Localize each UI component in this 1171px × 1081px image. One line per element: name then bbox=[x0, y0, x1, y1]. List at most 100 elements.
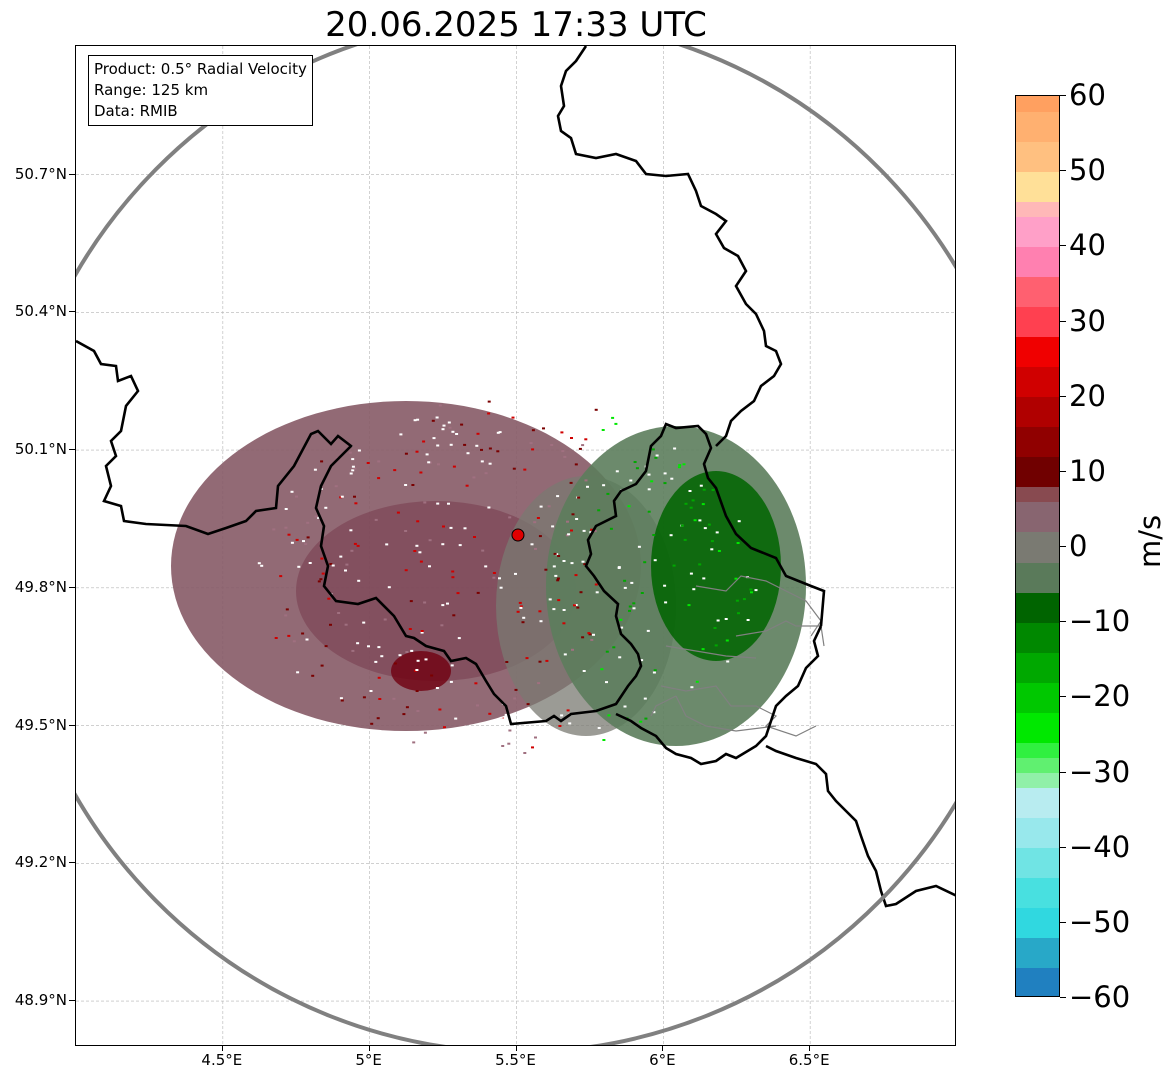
range-label: Range: 125 km bbox=[94, 81, 209, 99]
echo-speckle bbox=[329, 623, 332, 626]
colorbar-segment bbox=[1016, 96, 1059, 112]
echo-speckle bbox=[617, 567, 621, 569]
echo-speckle bbox=[329, 563, 333, 565]
echo-speckle bbox=[644, 717, 648, 720]
echo-speckle bbox=[570, 437, 573, 439]
echo-speckle bbox=[415, 669, 419, 671]
echo-speckle bbox=[351, 649, 355, 652]
echo-speckle bbox=[693, 519, 697, 522]
echo-speckle bbox=[560, 431, 564, 434]
echo-speckle bbox=[586, 485, 589, 488]
colorbar-segment bbox=[1016, 306, 1059, 338]
echo-speckle bbox=[561, 450, 565, 453]
colorbar-tick-label: 10 bbox=[1069, 453, 1106, 488]
echo-speckle bbox=[392, 697, 396, 700]
echo-speckle bbox=[652, 671, 656, 674]
echo-speckle bbox=[582, 670, 586, 672]
echo-speckle bbox=[455, 433, 459, 435]
echo-speckle bbox=[538, 610, 542, 613]
echo-speckle bbox=[321, 572, 325, 575]
echo-speckle bbox=[422, 440, 426, 443]
lat-tick-mark bbox=[69, 173, 75, 175]
echo-speckle bbox=[287, 634, 291, 637]
echo-speckle bbox=[581, 560, 585, 563]
lat-tick-label: 50.7°N bbox=[14, 164, 67, 183]
echo-speckle bbox=[552, 608, 556, 611]
echo-speckle bbox=[441, 604, 445, 607]
echo-speckle bbox=[562, 560, 566, 562]
echo-speckle bbox=[452, 465, 456, 468]
echo-speckle bbox=[592, 633, 595, 636]
echo-speckle bbox=[689, 506, 693, 509]
echo-speckle bbox=[398, 654, 402, 657]
lat-tick-mark bbox=[69, 724, 75, 726]
echo-speckle bbox=[530, 543, 534, 546]
echo-speckle bbox=[630, 581, 634, 584]
colorbar-segment bbox=[1016, 486, 1059, 503]
colorbar-segment bbox=[1016, 531, 1059, 563]
echo-speckle bbox=[556, 579, 560, 582]
echo-speckle bbox=[539, 620, 543, 623]
colorbar-segment bbox=[1016, 622, 1059, 653]
lat-tick-mark bbox=[69, 586, 75, 588]
echo-speckle bbox=[750, 591, 753, 594]
data-source-label: Data: RMIB bbox=[94, 102, 178, 120]
echo-speckle bbox=[320, 664, 324, 667]
velocity-colorbar bbox=[1015, 95, 1060, 997]
echo-speckle bbox=[688, 490, 692, 492]
echo-speckle bbox=[590, 638, 594, 641]
lon-tick-mark bbox=[221, 1045, 223, 1051]
echo-speckle bbox=[498, 431, 502, 434]
echo-speckle bbox=[680, 524, 684, 527]
echo-speckle bbox=[650, 480, 654, 483]
echo-speckle bbox=[542, 427, 545, 430]
echo-speckle bbox=[577, 421, 581, 424]
echo-speckle bbox=[311, 674, 315, 677]
echo-speckle bbox=[607, 714, 611, 717]
echo-speckle bbox=[317, 516, 320, 519]
echo-speckle bbox=[619, 618, 623, 621]
echo-speckle bbox=[689, 572, 693, 575]
echo-speckle bbox=[563, 653, 567, 656]
echo-speckle bbox=[536, 517, 540, 519]
velocity-echoes bbox=[171, 400, 806, 754]
colorbar-tick-mark bbox=[1060, 245, 1066, 247]
echo-speckle bbox=[369, 690, 373, 692]
echo-speckle bbox=[473, 536, 476, 538]
echo-speckle bbox=[529, 442, 533, 445]
echo-speckle bbox=[562, 609, 566, 611]
echo-speckle bbox=[257, 562, 261, 565]
echo-speckle bbox=[584, 479, 588, 482]
echo-speckle bbox=[449, 680, 453, 683]
colorbar-tick-label: 30 bbox=[1069, 303, 1106, 338]
echo-speckle bbox=[703, 527, 707, 530]
echo-speckle bbox=[550, 444, 554, 446]
echo-speckle bbox=[474, 682, 478, 685]
echo-speckle bbox=[737, 612, 740, 615]
country-border-west bbox=[76, 339, 826, 726]
echo-speckle bbox=[567, 533, 571, 536]
echo-speckle bbox=[717, 550, 721, 552]
echo-speckle bbox=[496, 431, 500, 434]
echo-speckle bbox=[643, 697, 647, 700]
echo-speckle bbox=[465, 484, 469, 487]
echo-speckle bbox=[632, 607, 636, 610]
radar-map[interactable] bbox=[75, 45, 956, 1046]
echo-speckle bbox=[450, 664, 454, 667]
echo-speckle bbox=[260, 564, 264, 567]
colorbar-tick-label: −50 bbox=[1069, 904, 1131, 939]
echo-speckle bbox=[505, 661, 509, 663]
radar-site-marker[interactable] bbox=[511, 528, 525, 542]
echo-speckle bbox=[597, 727, 601, 729]
echo-speckle bbox=[376, 717, 380, 720]
echo-speckle bbox=[647, 510, 651, 513]
colorbar-tick-mark bbox=[1060, 470, 1066, 472]
echo-speckle bbox=[533, 521, 537, 524]
echo-speckle bbox=[442, 424, 446, 427]
echo-speckle bbox=[413, 550, 417, 552]
echo-speckle bbox=[428, 565, 431, 568]
echo-speckle bbox=[597, 509, 601, 512]
echo-speckle bbox=[331, 564, 335, 567]
echo-speckle bbox=[514, 572, 517, 575]
echo-speckle bbox=[399, 433, 403, 436]
